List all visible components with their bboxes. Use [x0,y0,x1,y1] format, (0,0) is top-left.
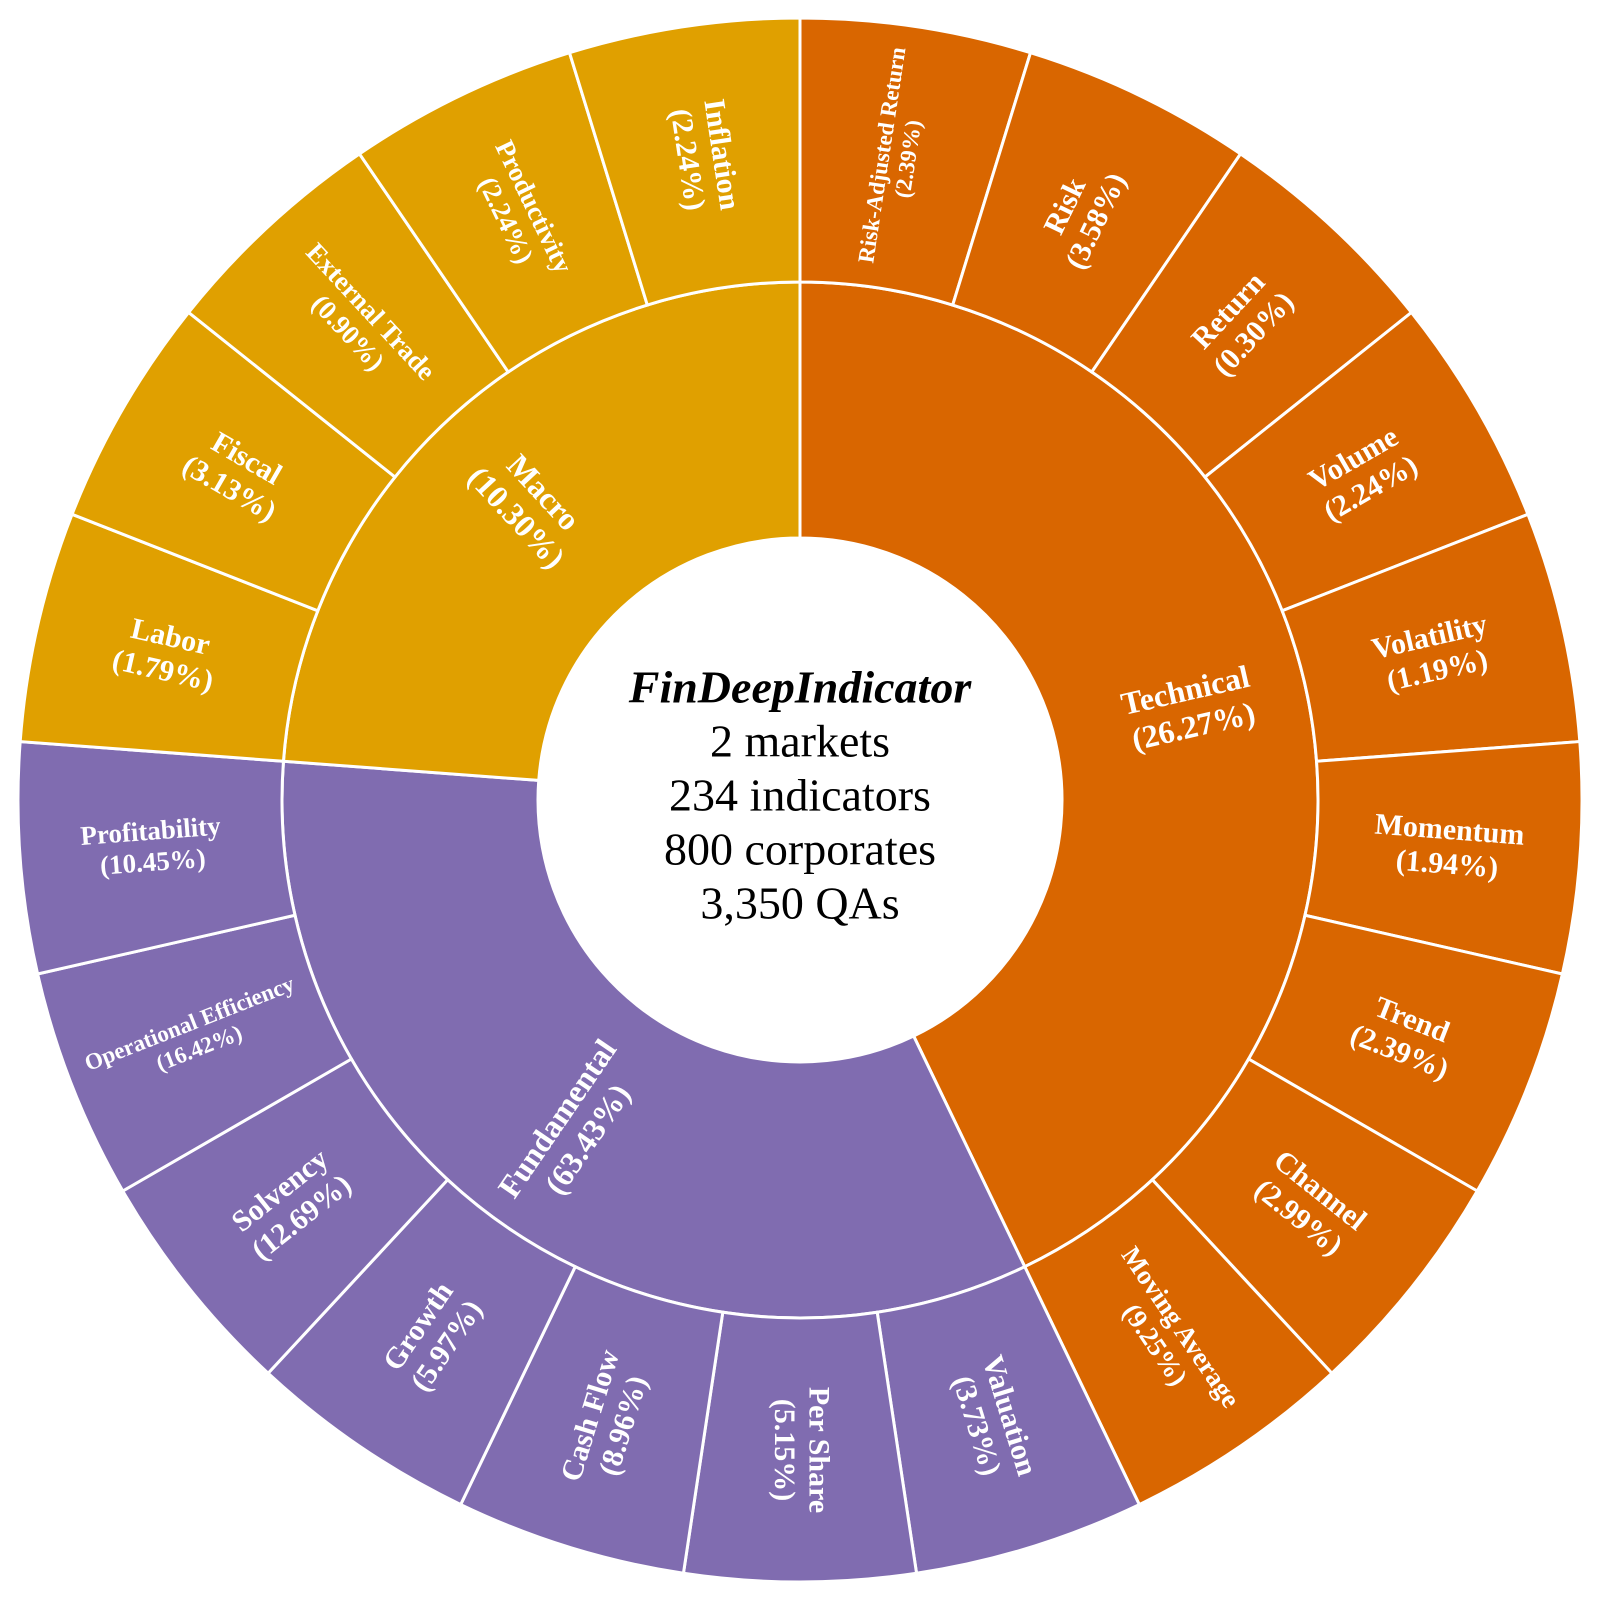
segment-value-label: (1.94%) [1395,844,1500,885]
segment-name: Per Share [803,1387,836,1513]
center-line: 2 markets [710,716,890,767]
center-line: 800 corporates [664,824,936,875]
outer-segment [567,16,802,307]
center-hole [538,538,1062,1062]
center-line: 234 indicators [669,770,931,821]
center-line: 3,350 QAs [700,878,899,929]
segment-value-label: (5.15%) [768,1399,801,1501]
segment-label: Per Share(5.15%) [768,1387,836,1513]
segment-label: Profitability(10.45%) [79,811,224,882]
center-title: FinDeepIndicator [628,662,973,713]
